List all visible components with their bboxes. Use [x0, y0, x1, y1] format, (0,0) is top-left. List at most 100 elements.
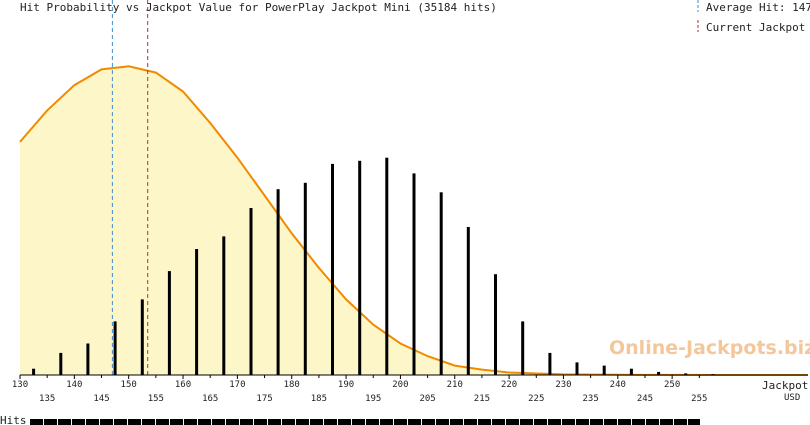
rug-mark [470, 419, 472, 425]
rug-mark [48, 419, 50, 425]
rug-mark [416, 419, 418, 425]
rug-mark [492, 419, 494, 425]
rug-mark [124, 419, 126, 425]
rug-mark [334, 419, 336, 425]
rug-mark [264, 419, 266, 425]
bar-187.5 [331, 163, 334, 375]
rug-mark [34, 419, 36, 425]
rug-mark [304, 419, 306, 425]
x-axis-ticks: 130 140 150 160 170 180 190 200 210 220 230 240 250 1… [12, 375, 707, 404]
rug-mark [262, 419, 264, 425]
rug-mark [366, 419, 368, 425]
rug-mark [572, 419, 574, 425]
rug-mark [490, 419, 491, 425]
rug-mark [148, 419, 150, 425]
rug-mark [224, 419, 225, 425]
rug-mark [696, 419, 698, 425]
rug-mark [100, 419, 102, 425]
rug-mark [330, 419, 332, 425]
rug-mark [474, 419, 476, 425]
rug-mark [150, 419, 152, 425]
rug-mark [66, 419, 68, 425]
rug-mark [386, 419, 388, 425]
rug-mark [634, 419, 636, 425]
rug-mark [258, 419, 260, 425]
probability-curve-fill [20, 66, 808, 376]
rug-mark [246, 419, 248, 425]
rug-mark [532, 419, 533, 425]
rug-mark [90, 419, 92, 425]
chart-title: Hit Probability vs Jackpot Value for Pow… [20, 1, 497, 14]
rug-mark [46, 419, 48, 425]
legend-current-label: Current Jackpot [706, 21, 805, 34]
rug-mark [296, 419, 298, 425]
rug-mark [540, 419, 542, 425]
rug-mark [368, 419, 370, 425]
rug-mark [308, 419, 309, 425]
rug-mark [644, 419, 645, 425]
rug-mark [208, 419, 210, 425]
rug-mark [560, 419, 561, 425]
rug-mark [36, 419, 38, 425]
rug-mark [226, 419, 228, 425]
rug-mark [104, 419, 106, 425]
rug-mark [676, 419, 678, 425]
rug-mark [574, 419, 575, 425]
rug-mark [156, 419, 158, 425]
rug-mark [680, 419, 682, 425]
rug-mark [78, 419, 80, 425]
rug-mark [600, 419, 602, 425]
rug-mark [178, 419, 180, 425]
rug-mark [524, 419, 526, 425]
rug-mark [300, 419, 302, 425]
rug-mark [188, 419, 190, 425]
rug-mark [580, 419, 582, 425]
tick-label-145: 145 [93, 394, 109, 404]
rug-mark [268, 419, 270, 425]
rug-mark [504, 419, 505, 425]
rug-mark [214, 419, 216, 425]
bar-232.5 [575, 362, 579, 375]
legend-average-label: Average Hit: 147 [706, 1, 810, 14]
rug-mark [360, 419, 362, 425]
tick-label-220: 220 [501, 380, 517, 390]
rug-mark [592, 419, 594, 425]
rug-mark [664, 419, 666, 425]
rug-mark [610, 419, 612, 425]
rug-mark [582, 419, 584, 425]
rug-mark [136, 419, 138, 425]
rug-mark [494, 419, 496, 425]
rug-mark [458, 419, 460, 425]
rug-mark [166, 419, 168, 425]
rug-mark [260, 419, 262, 425]
rug-mark [552, 419, 554, 425]
rug-mark [632, 419, 634, 425]
rug-mark [578, 419, 580, 425]
rug-mark [542, 419, 544, 425]
rug-mark [488, 419, 490, 425]
rug-mark [222, 419, 224, 425]
rug-mark [56, 419, 57, 425]
rug-mark [534, 419, 536, 425]
rug-mark [168, 419, 169, 425]
tick-label-185: 185 [311, 394, 327, 404]
rug-mark [516, 419, 518, 425]
rug-mark [460, 419, 462, 425]
rug-mark [420, 419, 421, 425]
rug-mark [358, 419, 360, 425]
rug-mark [428, 419, 430, 425]
rug-mark [332, 419, 334, 425]
rug-mark [198, 419, 200, 425]
bar-182.5 [303, 182, 307, 375]
rug-mark [698, 419, 700, 425]
bar-242.5 [629, 368, 633, 375]
rug-mark [62, 419, 64, 425]
tick-label-175: 175 [256, 394, 272, 404]
rug-mark [452, 419, 454, 425]
x-axis-label: Jackpot, [762, 379, 810, 392]
rug-mark [506, 419, 508, 425]
rug-mark [170, 419, 172, 425]
bar-247.5 [657, 371, 661, 375]
rug-mark [546, 419, 547, 425]
rug-mark [290, 419, 292, 425]
